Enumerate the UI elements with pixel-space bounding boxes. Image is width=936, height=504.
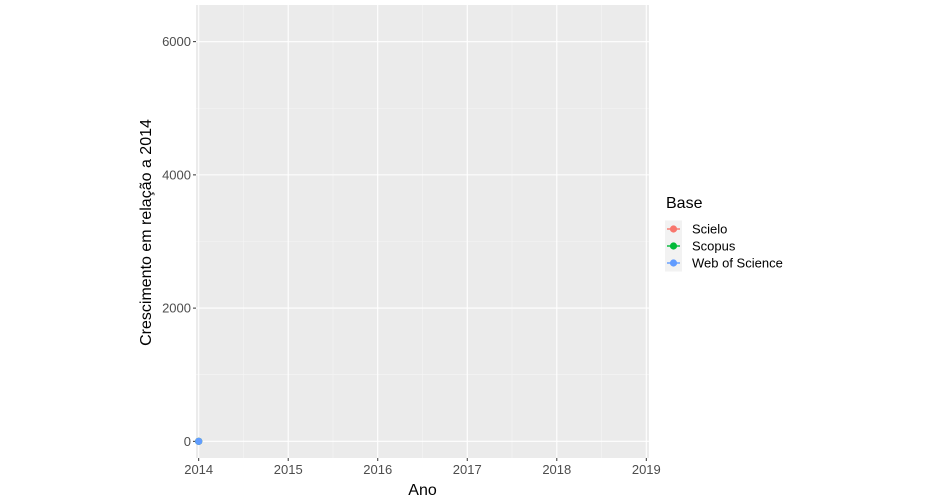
y-axis-title: Crescimento em relação a 2014 xyxy=(138,119,155,346)
legend-title: Base xyxy=(666,195,703,212)
series-marks xyxy=(195,437,203,445)
legend-key-point xyxy=(669,225,678,233)
legend-label: Web of Science xyxy=(692,256,783,271)
x-tick-label: 2016 xyxy=(363,462,392,477)
x-tick-label: 2017 xyxy=(453,462,482,477)
y-tick-label: 2000 xyxy=(162,301,191,316)
x-tick-label: 2018 xyxy=(542,462,571,477)
x-tick-label: 2015 xyxy=(274,462,303,477)
y-tick-label: 0 xyxy=(184,434,191,449)
x-axis: 2014 2015 2016 2017 2018 2019 xyxy=(184,458,661,477)
y-tick-label: 4000 xyxy=(162,167,191,182)
major-grid xyxy=(196,5,649,458)
x-tick-label: 2019 xyxy=(632,462,661,477)
legend-key-point xyxy=(669,259,678,267)
data-point xyxy=(195,437,203,445)
legend: Base Scielo Scopus Web of Science xyxy=(665,195,783,272)
legend-key-point xyxy=(669,242,678,250)
minor-grid xyxy=(196,5,649,458)
x-tick-label: 2014 xyxy=(184,462,213,477)
legend-label: Scielo xyxy=(692,222,727,237)
x-axis-title: Ano xyxy=(408,482,437,499)
y-axis: 0 2000 4000 6000 xyxy=(162,34,196,449)
y-tick-label: 6000 xyxy=(162,34,191,49)
legend-label: Scopus xyxy=(692,239,736,254)
